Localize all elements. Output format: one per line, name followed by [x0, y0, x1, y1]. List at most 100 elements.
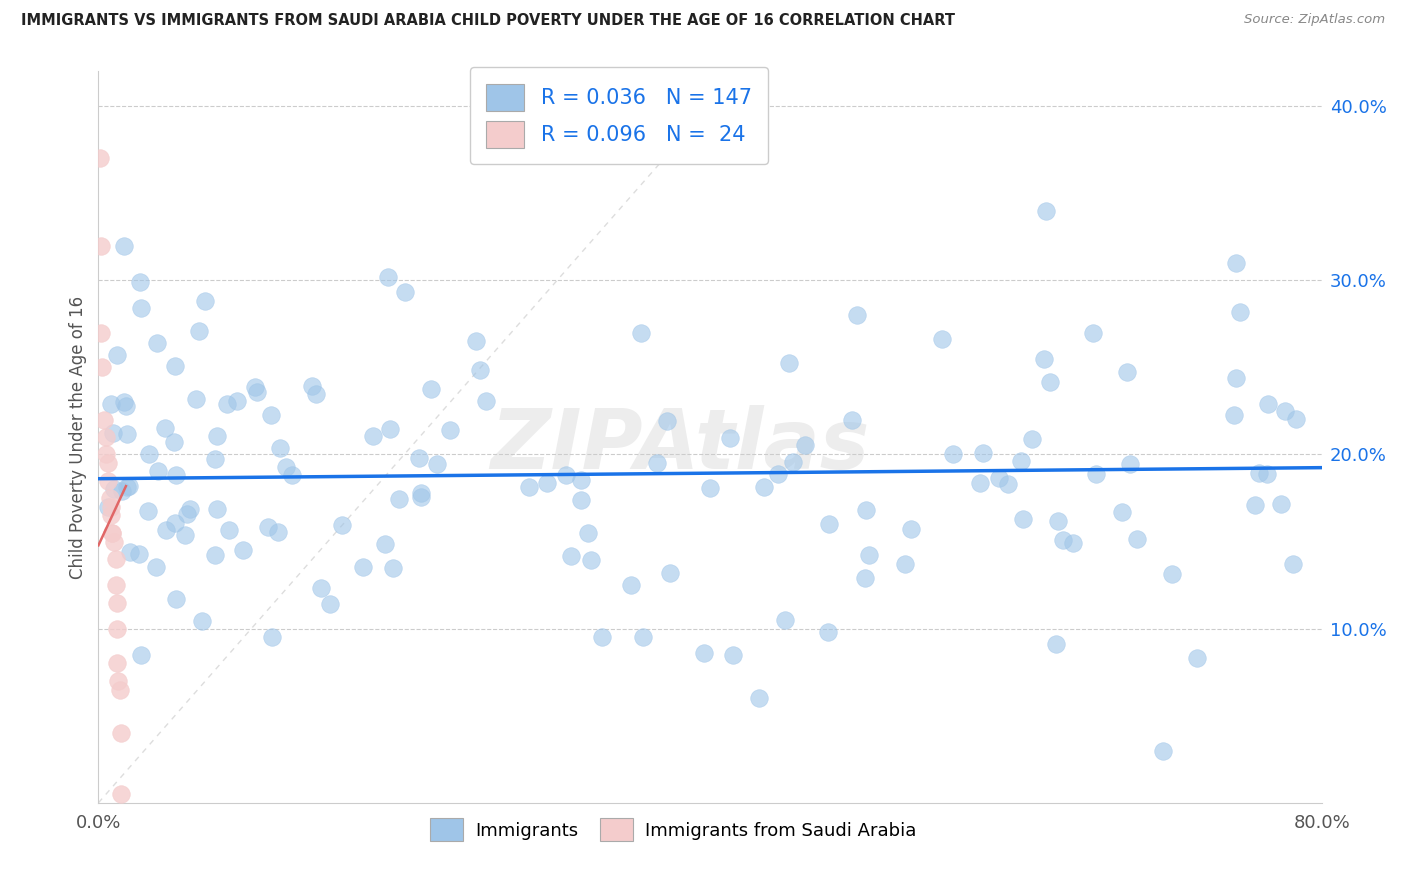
Point: [748, 691, 770, 706]
Y-axis label: Child Poverty Under the Age of 16: Child Poverty Under the Age of 16: [69, 295, 87, 579]
Point: [475, 393, 498, 408]
Point: [207, 429, 229, 443]
Point: [138, 447, 160, 461]
Point: [1225, 256, 1247, 270]
Point: [931, 333, 953, 347]
Point: [1274, 404, 1296, 418]
Point: [773, 613, 796, 627]
Point: [330, 518, 353, 533]
Text: Source: ZipAtlas.com: Source: ZipAtlas.com: [1244, 13, 1385, 27]
Point: [576, 525, 599, 540]
Point: [699, 482, 721, 496]
Point: [1187, 651, 1209, 665]
Point: [96, 430, 118, 444]
Point: [591, 631, 613, 645]
Point: [1111, 505, 1133, 519]
Point: [1160, 567, 1182, 582]
Point: [145, 560, 167, 574]
Point: [107, 673, 129, 688]
Point: [987, 471, 1010, 485]
Point: [894, 557, 917, 571]
Point: [1285, 412, 1308, 426]
Point: [1052, 533, 1074, 547]
Point: [276, 460, 298, 475]
Point: [374, 536, 396, 550]
Point: [782, 455, 804, 469]
Point: [105, 622, 128, 636]
Point: [388, 492, 411, 507]
Point: [110, 787, 132, 801]
Point: [817, 516, 839, 531]
Point: [112, 394, 135, 409]
Point: [204, 548, 226, 562]
Point: [1081, 326, 1104, 340]
Point: [148, 465, 170, 479]
Point: [718, 431, 741, 445]
Point: [176, 507, 198, 521]
Point: [1119, 457, 1142, 471]
Point: [165, 591, 187, 606]
Point: [165, 467, 187, 482]
Point: [110, 726, 132, 740]
Point: [517, 480, 540, 494]
Point: [91, 360, 114, 375]
Point: [218, 523, 240, 537]
Point: [569, 474, 592, 488]
Point: [659, 566, 682, 580]
Point: [645, 456, 668, 470]
Point: [1281, 557, 1303, 571]
Point: [766, 467, 789, 482]
Point: [155, 523, 177, 537]
Legend: Immigrants, Immigrants from Saudi Arabia: Immigrants, Immigrants from Saudi Arabia: [423, 811, 924, 848]
Point: [145, 336, 167, 351]
Point: [267, 525, 290, 540]
Point: [105, 348, 128, 362]
Point: [1257, 396, 1279, 410]
Point: [464, 334, 486, 349]
Point: [173, 528, 195, 542]
Point: [555, 467, 578, 482]
Point: [100, 397, 122, 411]
Point: [841, 413, 863, 427]
Point: [382, 561, 405, 575]
Point: [129, 301, 152, 315]
Point: [468, 363, 491, 377]
Point: [194, 293, 217, 308]
Point: [655, 414, 678, 428]
Point: [163, 516, 186, 530]
Point: [115, 426, 138, 441]
Point: [97, 500, 120, 514]
Point: [1035, 203, 1057, 218]
Point: [1021, 432, 1043, 446]
Point: [232, 543, 254, 558]
Point: [1223, 408, 1246, 422]
Point: [100, 491, 122, 505]
Point: [204, 452, 226, 467]
Point: [105, 578, 128, 592]
Point: [1045, 637, 1067, 651]
Point: [97, 456, 120, 470]
Point: [997, 477, 1019, 491]
Point: [90, 326, 112, 340]
Point: [721, 648, 744, 662]
Point: [104, 552, 127, 566]
Point: [853, 571, 876, 585]
Point: [425, 457, 447, 471]
Point: [93, 412, 115, 426]
Point: [184, 392, 207, 406]
Point: [101, 525, 124, 540]
Point: [1085, 467, 1108, 481]
Text: ZIPAtlas: ZIPAtlas: [489, 405, 869, 486]
Point: [817, 624, 839, 639]
Point: [900, 523, 922, 537]
Point: [536, 475, 558, 490]
Point: [114, 399, 136, 413]
Point: [90, 238, 112, 252]
Point: [281, 467, 304, 482]
Point: [257, 520, 280, 534]
Point: [361, 428, 384, 442]
Point: [378, 422, 401, 436]
Point: [163, 434, 186, 449]
Point: [163, 359, 186, 373]
Point: [153, 421, 176, 435]
